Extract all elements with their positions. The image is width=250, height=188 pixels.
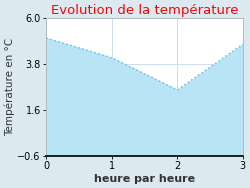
X-axis label: heure par heure: heure par heure (94, 174, 195, 184)
Title: Evolution de la température: Evolution de la température (51, 4, 238, 17)
Y-axis label: Température en °C: Température en °C (4, 38, 15, 136)
